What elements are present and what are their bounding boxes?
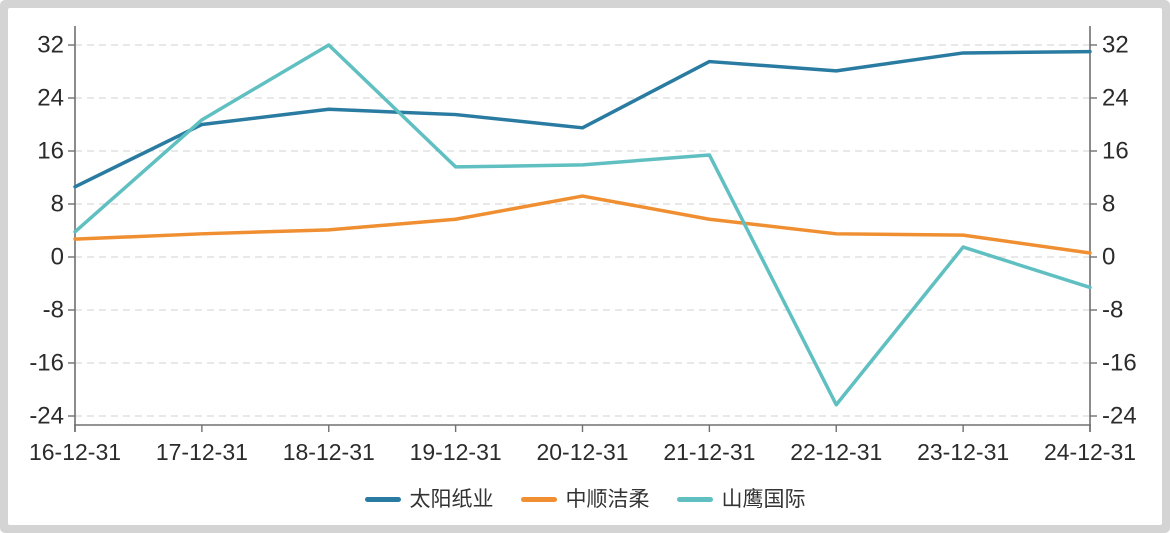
x-tick-label-1: 17-12-31: [156, 439, 248, 465]
y-tick-label-right-16: 16: [1102, 138, 1129, 165]
x-tick-label-0: 16-12-31: [29, 439, 121, 465]
legend-swatch-0: [364, 496, 401, 502]
x-tick-label-2: 18-12-31: [283, 439, 375, 465]
legend-item-2[interactable]: 山鹰国际: [676, 487, 806, 511]
y-tick-label-left--16: -16: [29, 350, 64, 377]
y-tick-label-right-8: 8: [1102, 191, 1115, 218]
y-tick-label-right-24: 24: [1102, 85, 1129, 112]
y-tick-label-left-0: 0: [51, 244, 64, 271]
x-tick-label-8: 24-12-31: [1044, 439, 1136, 465]
legend-swatch-2: [676, 496, 713, 502]
y-tick-label-right--8: -8: [1102, 297, 1123, 324]
legend: 太阳纸业 中顺洁柔 山鹰国际: [0, 483, 1170, 515]
y-tick-label-left-32: 32: [37, 32, 64, 59]
x-tick-label-3: 19-12-31: [410, 439, 502, 465]
y-tick-label-left-24: 24: [37, 85, 64, 112]
legend-label-0: 太阳纸业: [409, 487, 494, 511]
y-tick-label-left-16: 16: [37, 138, 64, 165]
series-line-1: [73, 194, 1092, 255]
series-line-0: [73, 49, 1092, 189]
y-tick-label-left--8: -8: [43, 297, 64, 324]
legend-swatch-1: [520, 496, 557, 502]
x-tick-label-6: 22-12-31: [790, 439, 882, 465]
y-tick-label-left--24: -24: [29, 403, 64, 430]
y-tick-label-right--24: -24: [1102, 403, 1137, 430]
y-tick-label-right-0: 0: [1102, 244, 1115, 271]
y-tick-label-right-32: 32: [1102, 32, 1129, 59]
x-tick-label-4: 20-12-31: [536, 439, 628, 465]
legend-item-0[interactable]: 太阳纸业: [364, 487, 494, 511]
y-tick-label-left-8: 8: [51, 191, 64, 218]
legend-item-1[interactable]: 中顺洁柔: [520, 487, 650, 511]
y-tick-label-right--16: -16: [1102, 350, 1137, 377]
chart-card: [8, 8, 1162, 525]
x-tick-label-7: 23-12-31: [917, 439, 1009, 465]
legend-label-2: 山鹰国际: [721, 487, 806, 511]
x-tick-label-5: 21-12-31: [663, 439, 755, 465]
legend-label-1: 中顺洁柔: [565, 487, 650, 511]
series-line-2: [73, 43, 1092, 407]
